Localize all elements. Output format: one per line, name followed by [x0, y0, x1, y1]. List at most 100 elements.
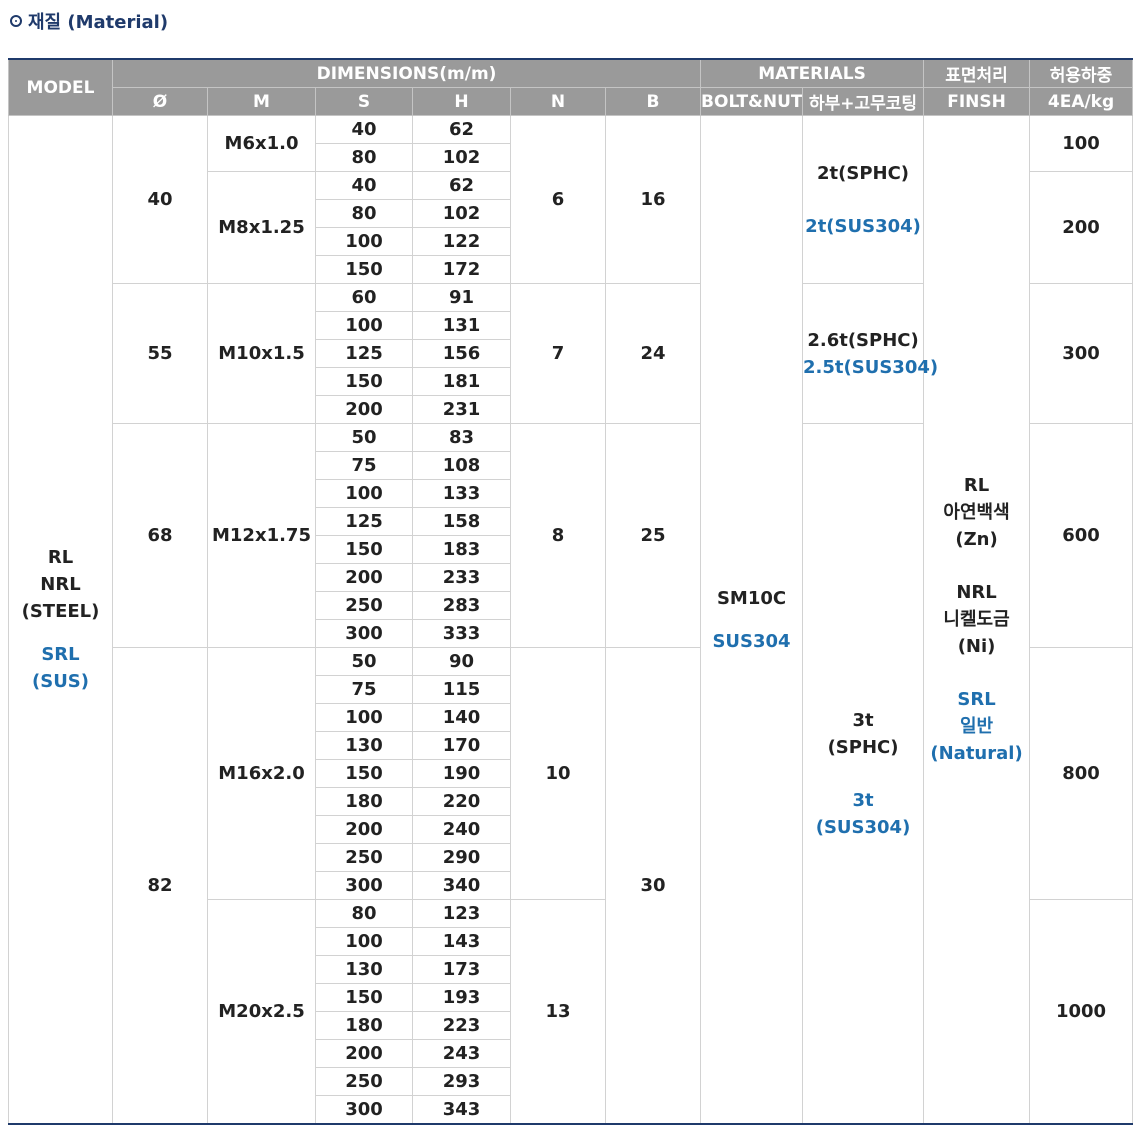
- table-row: 300 340: [9, 871, 1133, 900]
- s-cell: 150: [315, 983, 413, 1012]
- section-title-text: 재질 (Material): [28, 12, 169, 33]
- h-cell: 143: [412, 927, 511, 956]
- s-cell: 100: [315, 703, 413, 732]
- table-row: 100 143: [9, 927, 1133, 956]
- table-row: RL NRL (STEEL) SRL (SUS) 40 M6x1.0 40 62…: [8, 115, 1134, 1125]
- h-cell: 62: [412, 171, 511, 200]
- h-cell: 122: [412, 227, 511, 256]
- h-cell: 140: [412, 703, 511, 732]
- h-cell: 173: [412, 955, 511, 984]
- h-cell: 102: [412, 143, 511, 172]
- h-cell: 158: [412, 507, 511, 536]
- model-srl: SRL: [41, 644, 80, 665]
- table-row: 130 173: [9, 955, 1133, 984]
- h-cell: 62: [412, 115, 511, 144]
- load-cell: 300: [1029, 283, 1134, 424]
- s-cell: 125: [315, 339, 413, 368]
- h-cell: 91: [412, 283, 511, 312]
- bolt-cell: SM10C SUS304: [700, 115, 804, 1125]
- section-title: 재질 (Material): [10, 8, 168, 34]
- h-cell: 231: [412, 395, 511, 424]
- finish-cell: RL 아연백색 (Zn) NRL 니켈도금 (Ni) SRL 일반 (Natur…: [923, 115, 1031, 1125]
- s-cell: 300: [315, 619, 413, 648]
- h-cell: 290: [412, 843, 511, 872]
- b-cell: 16: [604, 115, 702, 284]
- h-cell: 133: [412, 479, 511, 508]
- table-row: 55 M10x1.5 60 91 7 24 2.6t(SPHC) 2.5t(SU…: [9, 283, 1134, 424]
- s-cell: 130: [315, 955, 413, 984]
- m-cell: M16x2.0: [207, 647, 316, 900]
- coating-sus-thickness: 3t: [852, 789, 874, 811]
- table-row: 300 343: [9, 1095, 1133, 1125]
- coating-cell: 2t(SPHC) 2t(SUS304): [802, 115, 925, 284]
- s-cell: 100: [315, 227, 413, 256]
- h-cell: 223: [412, 1011, 511, 1040]
- coating-sus: 2.5t(SUS304): [803, 356, 939, 378]
- table-row: 250 290: [9, 843, 1133, 872]
- finish-nrl-desc: 니켈도금: [943, 609, 1010, 630]
- s-cell: 200: [315, 815, 413, 844]
- table-row: M20x2.5 80 123 13 1000: [9, 899, 1134, 1125]
- s-cell: 100: [315, 311, 413, 340]
- header-bolt: BOLT&NUT: [700, 87, 804, 116]
- dia-cell: 68: [112, 423, 208, 648]
- s-cell: 100: [315, 927, 413, 956]
- coating-steel-thickness: 3t: [852, 709, 874, 731]
- header-finish: FINSH: [923, 87, 1031, 116]
- s-cell: 250: [315, 591, 413, 620]
- s-cell: 250: [315, 843, 413, 872]
- table-row: 180 220: [9, 787, 1133, 816]
- header-dimensions: DIMENSIONS(m/m): [111, 58, 702, 88]
- m-cell: M20x2.5: [207, 899, 316, 1125]
- s-cell: 200: [315, 563, 413, 592]
- table-row: 300 333: [9, 619, 1133, 648]
- h-cell: 108: [412, 451, 511, 480]
- table-row: 75 115: [9, 675, 1133, 704]
- header-n: N: [510, 87, 606, 116]
- s-cell: 75: [315, 451, 413, 480]
- b-cell: 25: [604, 423, 702, 648]
- s-cell: 200: [315, 395, 413, 424]
- h-cell: 193: [412, 983, 511, 1012]
- finish-rl-desc: 아연백색: [943, 502, 1010, 523]
- header-dia: Ø: [112, 87, 208, 116]
- m-cell: M10x1.5: [207, 283, 316, 424]
- h-cell: 83: [412, 423, 511, 452]
- s-cell: 150: [315, 255, 413, 284]
- s-cell: 80: [315, 143, 413, 172]
- header-h: H: [412, 87, 511, 116]
- table-row: 100 140: [9, 703, 1133, 732]
- model-nrl: NRL: [40, 574, 81, 595]
- s-cell: 200: [315, 1039, 413, 1068]
- h-cell: 172: [412, 255, 511, 284]
- h-cell: 340: [412, 871, 511, 900]
- header-row-2: Ø M S H N B BOLT&NUT 하부+고무코팅 FINSH 4EA/k…: [9, 87, 1134, 116]
- table-row: 200 243: [9, 1039, 1133, 1068]
- header-m: M: [207, 87, 316, 116]
- s-cell: 100: [315, 479, 413, 508]
- table-row: 150 183: [9, 535, 1133, 564]
- s-cell: 300: [315, 1095, 413, 1125]
- n-cell: 10: [510, 647, 606, 900]
- h-cell: 240: [412, 815, 511, 844]
- h-cell: 190: [412, 759, 511, 788]
- table-row: 80 102: [9, 199, 1133, 228]
- table-row: 125 156: [9, 339, 1133, 368]
- n-cell: 8: [510, 423, 606, 648]
- header-s: S: [315, 87, 413, 116]
- s-cell: 60: [315, 283, 413, 312]
- s-cell: 150: [315, 367, 413, 396]
- h-cell: 123: [412, 899, 511, 928]
- h-cell: 243: [412, 1039, 511, 1068]
- table-row: 250 293: [9, 1067, 1133, 1096]
- coating-steel-material: (SPHC): [827, 736, 899, 758]
- h-cell: 233: [412, 563, 511, 592]
- s-cell: 130: [315, 731, 413, 760]
- table-row: 125 158: [9, 507, 1133, 536]
- dia-cell: 82: [112, 647, 208, 1125]
- load-cell: 600: [1029, 423, 1134, 648]
- header-model: MODEL: [8, 58, 113, 116]
- n-cell: 13: [510, 899, 606, 1125]
- b-cell: 24: [604, 283, 702, 424]
- s-cell: 50: [315, 647, 413, 676]
